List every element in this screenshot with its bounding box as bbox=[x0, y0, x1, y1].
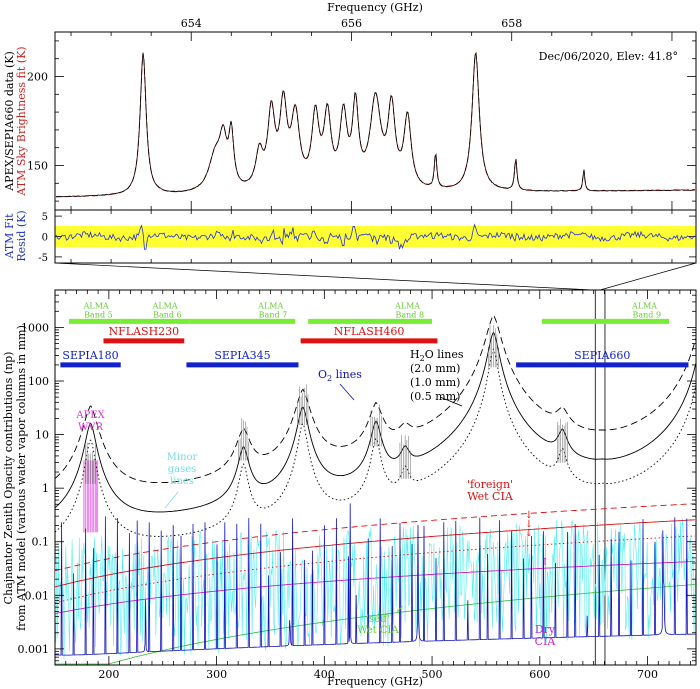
opacity-annotations: H2O lines(2.0 mm)(1.0 mm)(0.5 mm) O2 line… bbox=[75, 348, 556, 648]
bottom-xtick-label: 400 bbox=[314, 668, 335, 681]
bottom-xtick-label: 500 bbox=[422, 668, 443, 681]
residual-line bbox=[55, 223, 696, 250]
minor-gases-label: gases bbox=[168, 464, 197, 475]
sepia-band-label: SEPIA345 bbox=[214, 349, 270, 362]
residual-panel: -5 0 5 ATM Fit Resid (K) bbox=[3, 209, 697, 264]
opacity-ticks: 200 300 400 500 600 700 0.001 0.01 0.1 1 10 100 1000 bbox=[18, 289, 696, 681]
h2o-curve-2mm bbox=[55, 314, 696, 484]
alma-band-label: Band 9 bbox=[633, 310, 662, 319]
bottom-ytick-label: 0.01 bbox=[25, 589, 50, 602]
apex-wvr-label: APEX bbox=[75, 410, 105, 421]
sepia-band-label: SEPIA180 bbox=[62, 349, 118, 362]
nflash-band-label: NFLASH230 bbox=[109, 325, 180, 338]
alma-band-label: ALMA bbox=[631, 301, 657, 310]
dry-arrow: ↑ bbox=[541, 557, 549, 568]
alma-band-label: Band 7 bbox=[259, 310, 288, 319]
foreign-arrow: ↓ bbox=[525, 528, 533, 539]
alma-band-label: Band 8 bbox=[395, 310, 424, 319]
residual-band bbox=[55, 225, 696, 248]
top-xtick-label: 658 bbox=[501, 17, 522, 30]
top-spectrum-panel: Frequency (GHz) 654 656 658 150 200 Dec/06/2… bbox=[3, 1, 697, 211]
self-arrow: ↙ bbox=[396, 604, 404, 615]
bottom-xtick-label: 300 bbox=[206, 668, 227, 681]
top-xtick-label: 654 bbox=[181, 17, 202, 30]
h2o-pwv-label: (1.0 mm) bbox=[410, 376, 460, 389]
apex-wvr-label: WVR bbox=[78, 422, 104, 433]
bottom-ytick-label: 100 bbox=[28, 375, 49, 388]
opacity-ylabel-1: Chajnantor Zenith Opacity contributions … bbox=[2, 352, 15, 605]
alma-band-label: Band 5 bbox=[84, 310, 113, 319]
bottom-ytick-label: 1000 bbox=[21, 321, 49, 334]
top-ytick-label: 200 bbox=[27, 71, 48, 84]
top-curves bbox=[55, 51, 696, 198]
resid-ytick-label: 0 bbox=[42, 233, 48, 244]
resid-ytick-label: 5 bbox=[42, 212, 48, 223]
bottom-ytick-label: 0.1 bbox=[32, 536, 50, 549]
dry-cia-label: Dry bbox=[535, 623, 556, 636]
minor-gases-label: lines bbox=[170, 476, 194, 487]
foreign-arrow: ↓ bbox=[525, 519, 533, 530]
h2o-pwv-label: (0.5 mm) bbox=[410, 390, 460, 403]
bottom-axis-label: Frequency (GHz) bbox=[327, 675, 423, 688]
bottom-xtick-label: 600 bbox=[529, 668, 550, 681]
top-axis-label: Frequency (GHz) bbox=[327, 1, 423, 14]
resid-ylabel-1: ATM Fit bbox=[3, 213, 16, 260]
minor-pointer bbox=[164, 491, 179, 509]
self-cia-label: 'self' bbox=[366, 614, 389, 625]
self-cia-label: Wet CIA bbox=[357, 625, 399, 636]
top-ylabel-fit: ATM Sky Brightness fit (K) bbox=[15, 46, 28, 196]
foreign-cia-label: Wet CIA bbox=[467, 490, 514, 503]
alma-band-label: Band 6 bbox=[153, 310, 182, 319]
o2-pointer bbox=[339, 383, 355, 401]
alma-band-label: ALMA bbox=[257, 301, 283, 310]
opacity-panel: 200 300 400 500 600 700 0.001 0.01 0.1 1 10 100 1000… bbox=[2, 289, 697, 688]
alma-band-label: ALMA bbox=[394, 301, 420, 310]
nflash-band-label: NFLASH460 bbox=[334, 325, 405, 338]
top-ylabel-data: APEX/SEPIA660 data (K) bbox=[3, 51, 16, 192]
opacity-curves bbox=[55, 290, 696, 665]
top-xtick-label: 656 bbox=[341, 17, 362, 30]
sepia-band-label: SEPIA660 bbox=[574, 349, 630, 362]
top-ytick-label: 150 bbox=[27, 160, 48, 173]
resid-ytick-label: -5 bbox=[38, 253, 48, 264]
alma-band-label: ALMA bbox=[83, 301, 109, 310]
resid-ylabel-2: Resid (K) bbox=[15, 210, 28, 261]
o2-lines-curve bbox=[55, 503, 696, 656]
foreign-cia-2mm bbox=[55, 503, 696, 572]
zoom-region bbox=[594, 290, 606, 665]
o2-lines-label: O2 lines bbox=[318, 368, 362, 383]
h2o-pwv-label: (2.0 mm) bbox=[410, 362, 460, 375]
dry-cia-label: CIA bbox=[535, 635, 557, 648]
bottom-xtick-label: 200 bbox=[98, 668, 119, 681]
h2o-curve-1mm bbox=[55, 331, 696, 513]
foreign-arrow: ↓ bbox=[525, 510, 533, 521]
bottom-ytick-label: 1 bbox=[42, 482, 49, 495]
bottom-ytick-label: 10 bbox=[35, 429, 49, 442]
alma-band-label: ALMA bbox=[152, 301, 178, 310]
minor-gases-label: Minor bbox=[167, 452, 198, 463]
opacity-ylabel-2: from ATM model (various water vapor colu… bbox=[15, 325, 28, 631]
h2o-pointer bbox=[439, 396, 463, 407]
zoom-connectors bbox=[54, 262, 697, 291]
foreign-cia-label: 'foreign' bbox=[467, 478, 513, 491]
date-label: Dec/06/2020, Elev: 41.8° bbox=[539, 50, 678, 63]
bottom-xtick-label: 700 bbox=[637, 668, 658, 681]
bottom-ytick-label: 0.001 bbox=[18, 643, 50, 656]
top-axis-ticks: 654 656 658 150 200 bbox=[27, 17, 696, 210]
h2o-curve-0.5mm bbox=[55, 348, 696, 537]
data-curve bbox=[55, 51, 696, 198]
h2o-lines-label: H2O lines bbox=[410, 348, 464, 363]
